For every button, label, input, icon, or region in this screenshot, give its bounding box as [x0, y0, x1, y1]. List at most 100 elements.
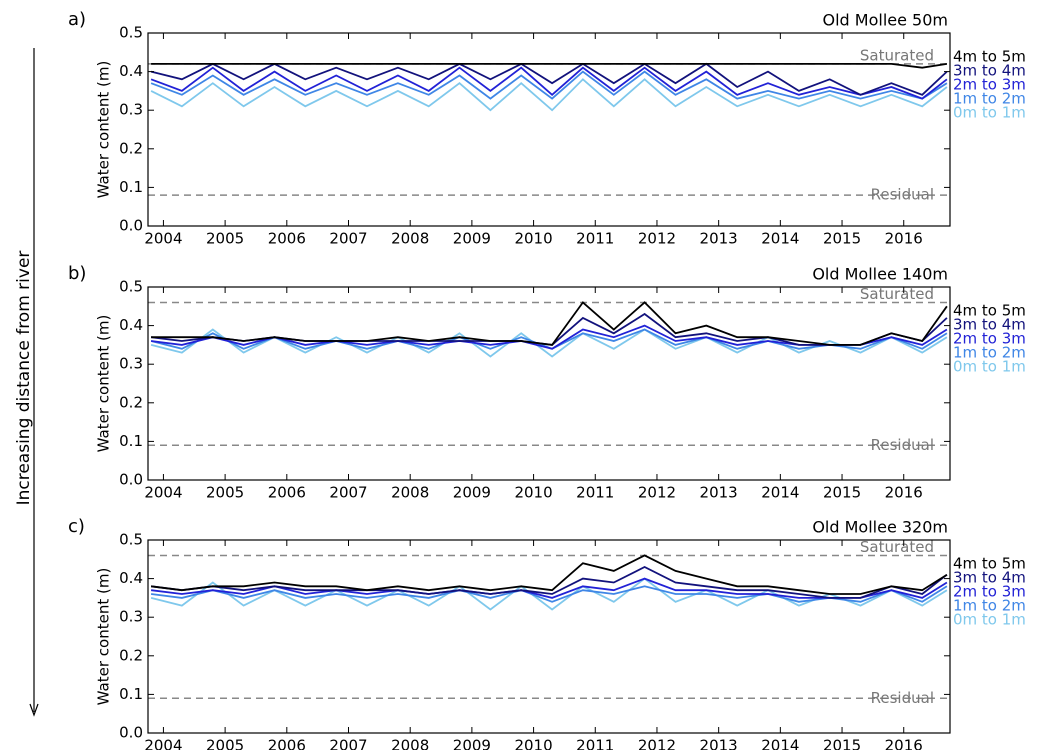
- x-tick-label: 2004: [144, 484, 182, 502]
- chart-title: Old Mollee 320m: [812, 518, 948, 537]
- reference-label: Residual: [871, 436, 934, 454]
- legend-entry: 2m to 3m: [953, 583, 1026, 601]
- legend-entry: 1m to 2m: [953, 90, 1026, 108]
- x-tick-label: 2007: [329, 737, 367, 750]
- legend-entry: 1m to 2m: [953, 597, 1026, 615]
- plot-frame: [147, 32, 951, 227]
- x-tick-label: 2009: [453, 484, 491, 502]
- x-tick-label: 2012: [638, 484, 676, 502]
- plot-frame: [147, 286, 951, 481]
- series-line: [150, 312, 948, 346]
- series-line: [150, 66, 948, 100]
- y-tick-label: 0.0: [119, 724, 143, 742]
- y-tick-label: 0.5: [119, 531, 143, 549]
- x-tick-label: 2015: [823, 230, 861, 248]
- series-line: [150, 565, 948, 599]
- y-tick-label: 0.2: [119, 393, 143, 411]
- series-line: [150, 70, 948, 100]
- x-tick-label: 2011: [576, 484, 614, 502]
- side-label: Increasing distance from river: [14, 251, 34, 506]
- y-tick-label: 0.0: [119, 217, 143, 235]
- series-line: [150, 328, 948, 350]
- y-tick-label: 0.3: [119, 355, 143, 373]
- x-tick-label: 2009: [453, 230, 491, 248]
- legend-entry: 4m to 5m: [953, 48, 1026, 66]
- x-tick-label: 2009: [453, 737, 491, 750]
- x-tick-label: 2005: [206, 230, 244, 248]
- x-tick-label: 2013: [700, 484, 738, 502]
- legend-entry: 0m to 1m: [953, 104, 1026, 122]
- x-tick-label: 2006: [268, 230, 306, 248]
- x-tick-label: 2004: [144, 230, 182, 248]
- legend-entry: 2m to 3m: [953, 330, 1026, 348]
- x-tick-label: 2015: [823, 484, 861, 502]
- series-line: [151, 301, 948, 346]
- chart-title: Old Mollee 140m: [812, 265, 948, 284]
- series-line: [151, 63, 948, 69]
- x-tick-label: 2005: [206, 484, 244, 502]
- y-axis-label: Water content (m): [95, 568, 113, 706]
- series-line: [150, 577, 948, 599]
- chart-title: Old Mollee 50m: [823, 11, 948, 30]
- series-line: [150, 554, 948, 595]
- x-tick-label: 2006: [268, 484, 306, 502]
- series-line: [150, 328, 948, 358]
- legend-entry: 0m to 1m: [953, 358, 1026, 376]
- x-tick-label: 2014: [761, 737, 799, 750]
- y-tick-label: 0.4: [119, 569, 143, 587]
- x-tick-label: 2016: [885, 484, 923, 502]
- y-tick-label: 0.0: [119, 471, 143, 489]
- x-tick-label: 2008: [391, 737, 429, 750]
- x-tick-label: 2008: [391, 230, 429, 248]
- legend-entry: 3m to 4m: [953, 62, 1026, 80]
- reference-label: Saturated: [860, 46, 934, 64]
- x-tick-label: 2004: [144, 737, 182, 750]
- legend-entry: 2m to 3m: [953, 76, 1026, 94]
- x-tick-label: 2010: [514, 484, 552, 502]
- plot-frame: [147, 539, 951, 734]
- series-line: [150, 62, 948, 96]
- x-tick-label: 2014: [761, 484, 799, 502]
- legend-entry: 1m to 2m: [953, 344, 1026, 362]
- y-tick-label: 0.4: [119, 316, 143, 334]
- x-tick-label: 2012: [638, 737, 676, 750]
- legend-entry: 4m to 5m: [953, 302, 1026, 320]
- reference-label: Residual: [871, 689, 934, 707]
- x-tick-label: 2013: [700, 230, 738, 248]
- reference-label: Saturated: [860, 538, 934, 556]
- reference-label: Residual: [871, 186, 934, 204]
- x-tick-label: 2013: [700, 737, 738, 750]
- y-tick-label: 0.4: [119, 62, 143, 80]
- x-tick-label: 2007: [329, 484, 367, 502]
- legend-entry: 4m to 5m: [953, 555, 1026, 573]
- y-tick-label: 0.5: [119, 278, 143, 296]
- panel-label: c): [68, 516, 85, 537]
- x-tick-label: 2011: [576, 737, 614, 750]
- x-tick-label: 2014: [761, 230, 799, 248]
- x-tick-label: 2016: [885, 230, 923, 248]
- x-tick-label: 2015: [823, 737, 861, 750]
- y-axis-label: Water content (m): [95, 61, 113, 199]
- y-tick-label: 0.2: [119, 646, 143, 664]
- y-tick-label: 0.1: [119, 685, 143, 703]
- x-tick-label: 2016: [885, 737, 923, 750]
- legend-entry: 0m to 1m: [953, 611, 1026, 629]
- x-tick-label: 2010: [514, 737, 552, 750]
- y-tick-label: 0.1: [119, 178, 143, 196]
- series-line: [150, 78, 948, 112]
- y-axis-label: Water content (m): [95, 315, 113, 453]
- x-tick-label: 2010: [514, 230, 552, 248]
- y-tick-label: 0.2: [119, 139, 143, 157]
- reference-label: Saturated: [860, 285, 934, 303]
- y-tick-label: 0.5: [119, 24, 143, 42]
- y-tick-label: 0.3: [119, 101, 143, 119]
- y-tick-label: 0.3: [119, 608, 143, 626]
- legend-entry: 3m to 4m: [953, 569, 1026, 587]
- series-line: [150, 585, 948, 603]
- panel-label: b): [68, 263, 86, 284]
- x-tick-label: 2007: [329, 230, 367, 248]
- x-tick-label: 2012: [638, 230, 676, 248]
- y-tick-label: 0.1: [119, 432, 143, 450]
